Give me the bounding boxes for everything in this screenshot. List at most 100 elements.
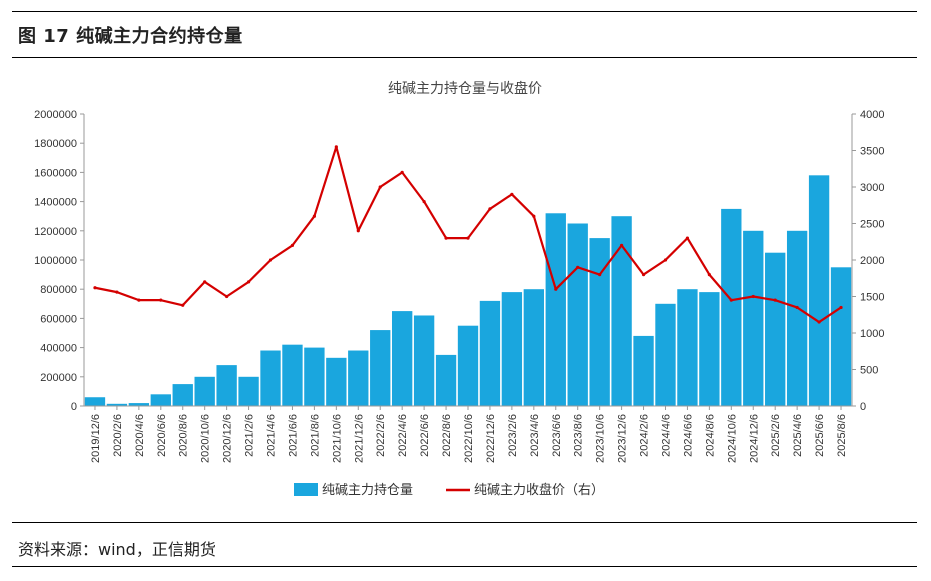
x-tick-label: 2024/2/6: [639, 414, 651, 457]
y-left-tick-label: 2000000: [34, 109, 77, 121]
y-right-tick-label: 4000: [860, 109, 884, 121]
bar: [808, 175, 830, 406]
line-point: [225, 294, 229, 299]
line-point: [93, 286, 97, 290]
legend-label-line: 纯碱主力收盘价（右）: [474, 482, 604, 498]
x-tick-label: 2025/6/6: [814, 414, 826, 457]
x-tick-label: 2024/12/6: [748, 414, 760, 463]
x-tick-label: 2020/8/6: [178, 414, 190, 457]
line-point: [378, 185, 382, 189]
line-point: [181, 303, 185, 307]
bar: [304, 347, 325, 406]
bar: [238, 376, 259, 406]
y-right-tick-label: 500: [860, 365, 878, 377]
bar: [194, 376, 215, 406]
bar: [260, 350, 281, 406]
line-point: [620, 243, 624, 247]
bar: [348, 350, 369, 406]
chart-title: 纯碱主力持仓量与收盘价: [388, 80, 542, 97]
header-divider: [12, 57, 917, 58]
bar: [677, 289, 698, 406]
y-left-tick-label: 1400000: [34, 197, 77, 209]
x-tick-label: 2024/8/6: [704, 414, 716, 457]
x-tick-label: 2023/4/6: [529, 414, 541, 457]
x-tick-label: 2022/8/6: [441, 414, 453, 457]
legend-swatch-bars: [294, 483, 318, 496]
line-point: [400, 170, 404, 174]
x-tick-label: 2025/2/6: [770, 414, 782, 457]
bar: [84, 397, 106, 406]
line-point: [641, 273, 646, 277]
bar: [830, 267, 852, 406]
bar: [501, 292, 523, 406]
bar: [743, 230, 764, 406]
line-point: [159, 298, 163, 302]
y-right-tick-label: 2500: [860, 219, 884, 231]
line-point: [312, 214, 316, 218]
figure-header: 图 17 纯碱主力合约持仓量: [18, 26, 243, 47]
line-point: [488, 207, 492, 211]
bar: [523, 289, 544, 406]
x-tick-label: 2025/8/6: [836, 414, 848, 457]
line-point: [444, 236, 448, 240]
y-left-tick-label: 1000000: [34, 255, 77, 267]
x-tick-label: 2024/4/6: [660, 414, 672, 457]
x-tick-label: 2021/6/6: [287, 414, 299, 457]
y-left-tick-label: 400000: [40, 343, 77, 355]
bar: [765, 252, 786, 406]
line-point: [334, 145, 338, 149]
x-tick-label: 2023/12/6: [617, 414, 629, 463]
line-point: [510, 192, 514, 196]
bar: [326, 357, 347, 406]
bar: [128, 403, 150, 406]
line-point: [773, 298, 777, 302]
bar: [655, 303, 676, 406]
x-tick-label: 2023/6/6: [551, 414, 563, 457]
bar: [172, 384, 193, 406]
line-point: [290, 243, 295, 247]
line-point: [422, 200, 426, 204]
x-tick-label: 2021/10/6: [331, 414, 343, 463]
bar: [545, 213, 566, 406]
line-series: [93, 145, 843, 324]
bar: [567, 223, 588, 406]
line-point: [685, 236, 690, 240]
line-point: [356, 229, 360, 233]
line-point: [246, 280, 251, 284]
bar: [457, 325, 479, 406]
line-point: [751, 294, 755, 299]
bar: [721, 208, 742, 406]
bottom-border: [12, 566, 917, 567]
x-tick-label: 2019/12/6: [90, 414, 102, 463]
y-left-tick-label: 200000: [40, 372, 77, 384]
bar: [106, 403, 128, 406]
bar: [589, 238, 610, 406]
bar: [392, 311, 413, 406]
x-tick-label: 2024/10/6: [726, 414, 738, 463]
y-right-tick-label: 0: [860, 401, 866, 413]
bar: [633, 335, 654, 406]
line-point: [795, 305, 799, 310]
line-point: [115, 290, 119, 294]
bar: [282, 344, 303, 406]
x-tick-label: 2022/12/6: [485, 414, 497, 463]
bar: [435, 354, 457, 406]
top-border: [12, 11, 917, 12]
x-tick-label: 2020/4/6: [134, 414, 146, 457]
bar: [699, 292, 720, 406]
x-tick-label: 2024/6/6: [682, 414, 694, 457]
footer-divider: [12, 522, 917, 523]
bar: [413, 315, 435, 406]
line-point: [729, 298, 733, 302]
x-tick-label: 2022/2/6: [375, 414, 387, 457]
x-tick-label: 2021/8/6: [309, 414, 321, 457]
x-tick-label: 2020/10/6: [200, 414, 212, 463]
x-tick-label: 2022/6/6: [419, 414, 431, 457]
line-point: [554, 287, 558, 291]
x-tick-label: 2022/10/6: [463, 414, 475, 463]
y-right-tick-label: 3000: [860, 182, 884, 194]
axes: 0 200000 400000 600000 800000 1000000 1200000 1…: [34, 109, 884, 463]
line-point: [817, 320, 821, 324]
x-tick-label: 2022/4/6: [397, 414, 409, 457]
